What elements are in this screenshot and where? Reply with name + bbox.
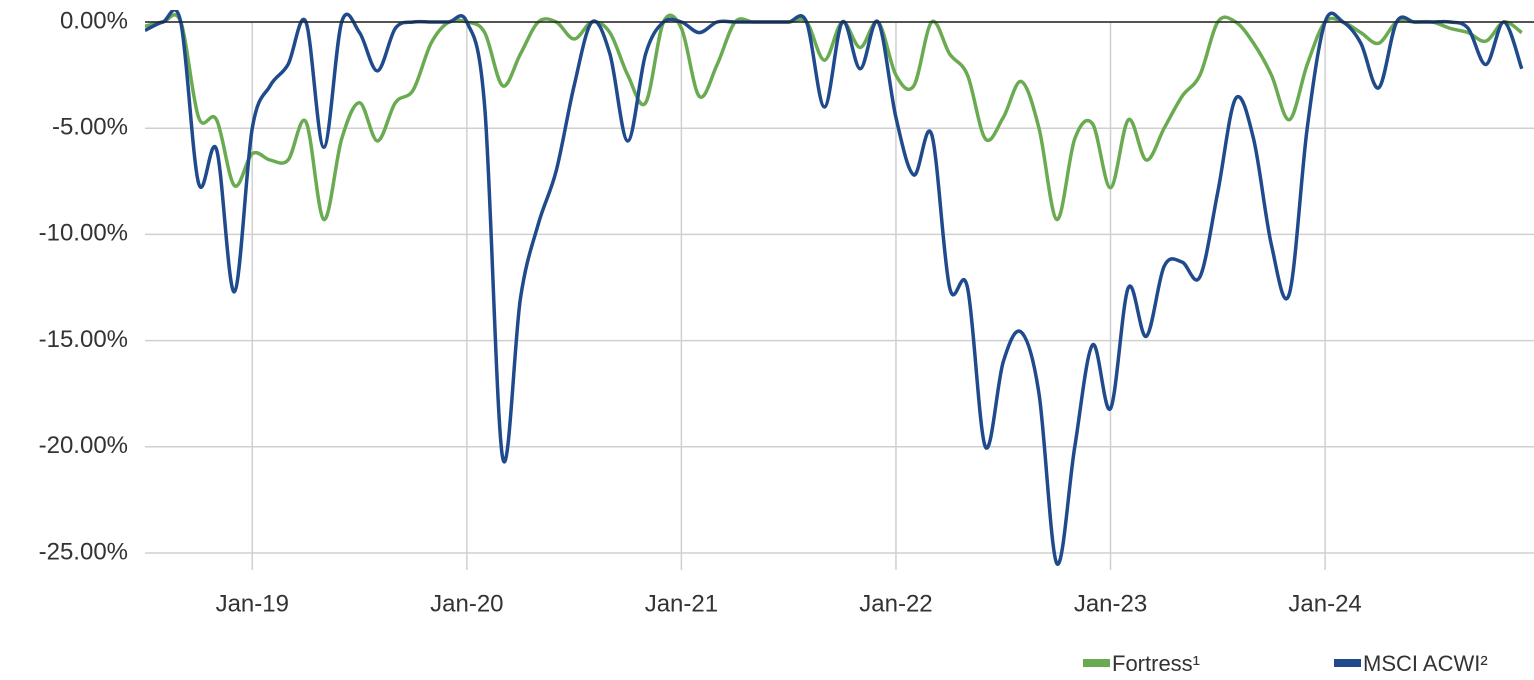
x-tick-label: Jan-24 bbox=[1288, 590, 1361, 617]
series-line bbox=[145, 13, 1523, 222]
legend-swatch bbox=[1083, 659, 1110, 667]
y-tick-label: 0.00% bbox=[60, 7, 128, 34]
x-tick-label: Jan-21 bbox=[645, 590, 718, 617]
x-tick-label: Jan-20 bbox=[430, 590, 503, 617]
y-tick-label: -20.00% bbox=[39, 432, 128, 459]
legend-label: MSCI ACWI² bbox=[1363, 651, 1488, 676]
x-tick-label: Jan-22 bbox=[859, 590, 932, 617]
plot-area bbox=[145, 10, 1524, 566]
x-tick-label: Jan-19 bbox=[216, 590, 289, 617]
x-tick-label: Jan-23 bbox=[1074, 590, 1147, 617]
y-tick-label: -15.00% bbox=[39, 326, 128, 353]
legend-label: Fortress¹ bbox=[1112, 651, 1200, 676]
legend-swatch bbox=[1334, 659, 1361, 667]
series-line bbox=[145, 10, 1524, 566]
y-tick-label: -25.00% bbox=[39, 538, 128, 565]
y-tick-label: -10.00% bbox=[39, 220, 128, 247]
y-tick-label: -5.00% bbox=[52, 114, 128, 141]
